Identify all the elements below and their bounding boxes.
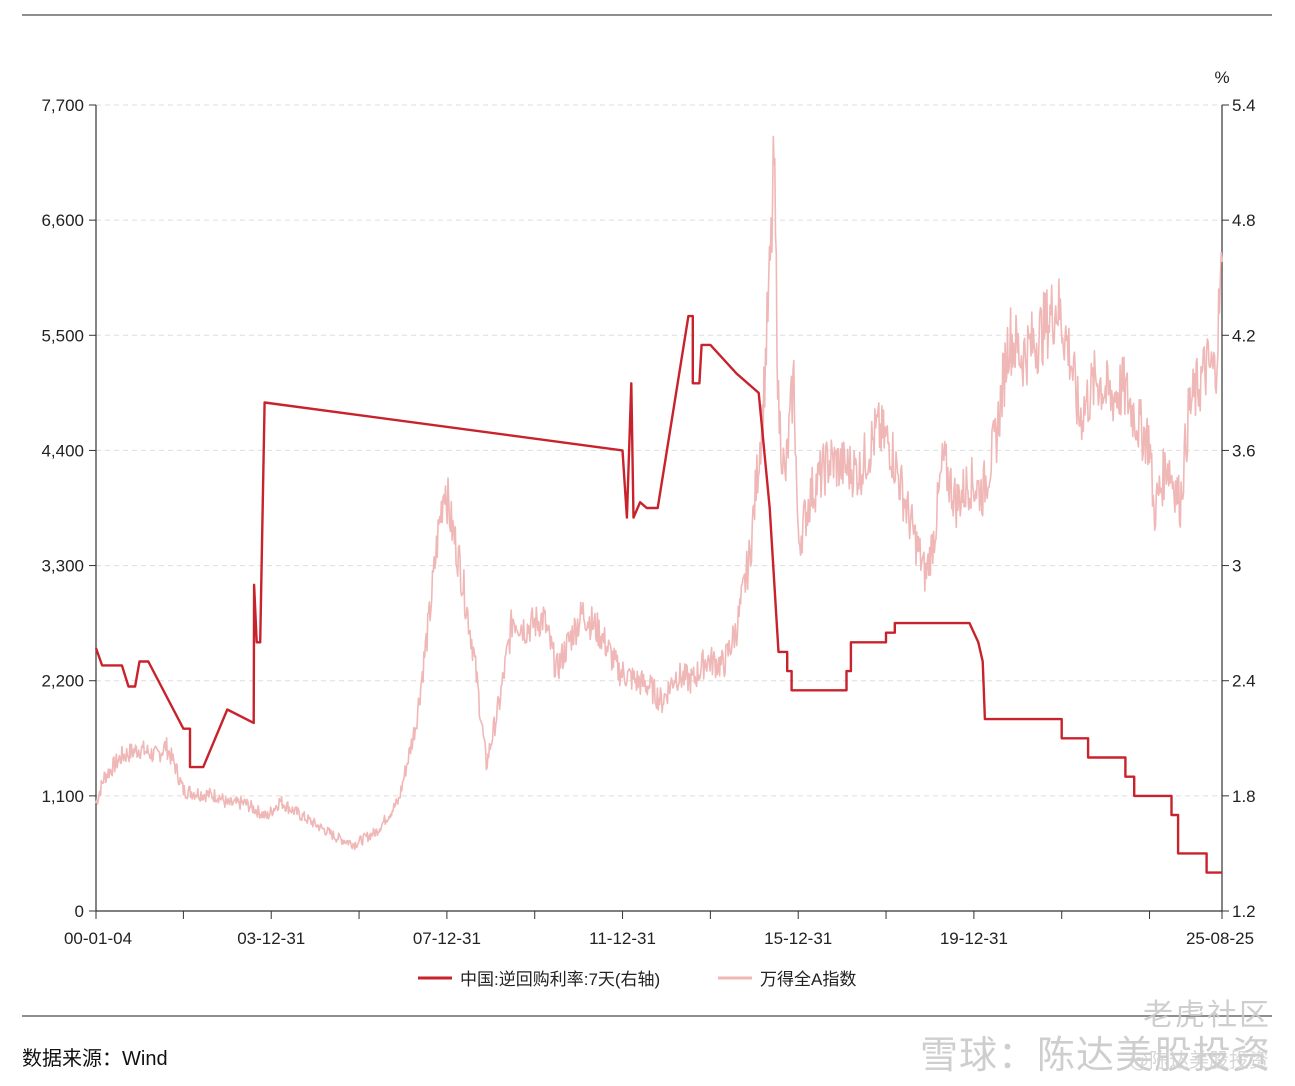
right-axis-unit: % (1214, 68, 1229, 87)
bottom-rule (22, 1015, 1272, 1017)
series-line-repo-rate (94, 314, 1222, 874)
left-tick-label: 5,500 (41, 326, 84, 345)
right-tick-label: 2.4 (1232, 672, 1256, 691)
legend: 中国:逆回购利率:7天(右轴) 万得全A指数 (418, 970, 856, 989)
x-tick-label: 03-12-31 (237, 929, 305, 948)
x-tick-label: 25-08-25 (1186, 929, 1254, 948)
top-rule (22, 14, 1272, 16)
watermark-handle: @陈达美股投资 (1129, 1048, 1269, 1072)
legend-label-repo-rate: 中国:逆回购利率:7天(右轴) (460, 970, 660, 989)
x-tick-label: 00-01-04 (64, 929, 132, 948)
right-tick-label: 5.4 (1232, 96, 1256, 115)
chart: % 0 1,100 2,200 3,300 4,400 5,500 6,600 7,700 1.… (41, 68, 1255, 989)
x-tick-label: 19-12-31 (940, 929, 1008, 948)
watermark-xueqiu: 雪球：陈达美股投资 (919, 1033, 1271, 1077)
x-tick-label: 07-12-31 (413, 929, 481, 948)
left-tick-label: 3,300 (41, 557, 84, 576)
left-tick-label: 6,600 (41, 211, 84, 230)
left-tick-label: 4,400 (41, 441, 84, 460)
x-tick-label: 15-12-31 (764, 929, 832, 948)
left-tick-label: 2,200 (41, 672, 84, 691)
right-tick-label: 4.2 (1232, 326, 1256, 345)
right-tick-label: 3 (1232, 557, 1241, 576)
left-tick-label: 0 (75, 902, 84, 921)
x-tick-label: 11-12-31 (589, 929, 656, 948)
right-tick-label: 4.8 (1232, 211, 1256, 230)
legend-label-wind-a-index: 万得全A指数 (760, 970, 856, 989)
source-note: 数据来源：Wind (22, 1048, 168, 1070)
gridlines (96, 104, 1222, 797)
left-tick-label: 7,700 (41, 96, 84, 115)
right-tick-label: 1.2 (1232, 902, 1256, 921)
series-line-wind-a-index (95, 135, 1223, 851)
right-tick-label: 1.8 (1232, 787, 1256, 806)
left-tick-label: 1,100 (41, 787, 84, 806)
axes: % 0 1,100 2,200 3,300 4,400 5,500 6,600 7,700 1.… (41, 68, 1255, 948)
watermark-tiger-community: 老虎社区 (1143, 998, 1271, 1033)
series-lines (94, 135, 1223, 874)
right-tick-label: 3.6 (1232, 441, 1256, 460)
